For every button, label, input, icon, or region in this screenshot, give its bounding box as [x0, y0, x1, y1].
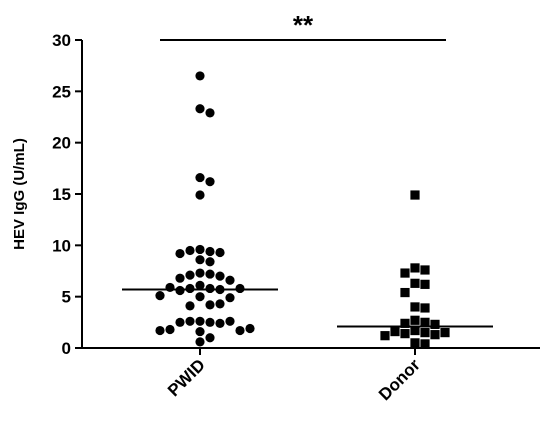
data-point: [205, 257, 215, 267]
data-point: [420, 279, 430, 289]
x-tick-label: PWID: [164, 355, 209, 400]
data-point: [410, 302, 420, 312]
data-point: [390, 326, 400, 337]
data-point: [195, 255, 205, 265]
significance-label: **: [293, 10, 314, 40]
data-point: [195, 268, 205, 278]
data-point: [410, 190, 420, 200]
data-point: [420, 328, 430, 338]
y-tick-label: 0: [62, 339, 71, 358]
data-point: [175, 317, 185, 327]
data-point: [185, 245, 195, 256]
data-point: [185, 301, 195, 311]
data-point: [185, 270, 195, 280]
data-point: [225, 316, 235, 326]
data-point: [195, 337, 205, 347]
data-point: [205, 269, 215, 279]
data-point: [155, 291, 165, 301]
data-point: [185, 283, 195, 294]
data-point: [215, 318, 225, 328]
data-point: [410, 278, 420, 288]
data-point: [225, 275, 235, 285]
data-point: [420, 339, 430, 349]
data-point: [195, 71, 205, 81]
data-point: [195, 104, 205, 114]
data-point: [195, 292, 205, 302]
y-axis-label: HEV IgG (U/mL): [11, 138, 28, 250]
data-point: [195, 326, 205, 337]
x-tick-label: Donor: [375, 355, 424, 404]
data-point: [195, 172, 205, 183]
data-point: [215, 247, 225, 258]
data-point: [165, 324, 175, 335]
data-point: [205, 283, 215, 294]
data-point: [185, 316, 195, 326]
data-point: [430, 319, 440, 329]
y-tick-label: 5: [62, 288, 71, 307]
data-point: [175, 285, 185, 296]
data-point: [400, 329, 410, 339]
data-point: [195, 280, 205, 290]
y-tick-label: 15: [52, 185, 71, 204]
y-tick-label: 30: [52, 31, 71, 50]
data-point: [235, 325, 245, 336]
data-point: [225, 293, 235, 303]
data-point: [410, 263, 420, 273]
data-point: [205, 177, 215, 187]
data-point: [205, 246, 215, 257]
y-tick-label: 10: [52, 236, 71, 255]
data-point: [380, 331, 390, 341]
data-point: [245, 323, 255, 334]
data-point: [400, 287, 410, 298]
data-point: [195, 244, 205, 255]
data-point: [205, 300, 215, 310]
data-point: [195, 190, 205, 200]
data-point: [165, 282, 175, 293]
data-point: [205, 317, 215, 327]
data-point: [215, 299, 225, 309]
data-point: [205, 108, 215, 118]
data-point: [215, 271, 225, 281]
data-point: [420, 303, 430, 313]
data-point: [410, 325, 420, 336]
data-point: [155, 325, 165, 336]
data-point: [235, 283, 245, 294]
data-point: [440, 328, 450, 338]
data-point: [430, 330, 440, 340]
data-point: [420, 317, 430, 327]
y-tick-label: 25: [52, 82, 71, 101]
y-tick-label: 20: [52, 134, 71, 153]
data-point: [175, 248, 185, 259]
data-point: [400, 268, 410, 278]
data-point: [420, 265, 430, 275]
data-point: [400, 318, 410, 328]
data-point: [205, 333, 215, 343]
data-point: [410, 338, 420, 348]
data-point: [175, 273, 185, 283]
data-point: [410, 315, 420, 325]
data-point: [195, 316, 205, 326]
